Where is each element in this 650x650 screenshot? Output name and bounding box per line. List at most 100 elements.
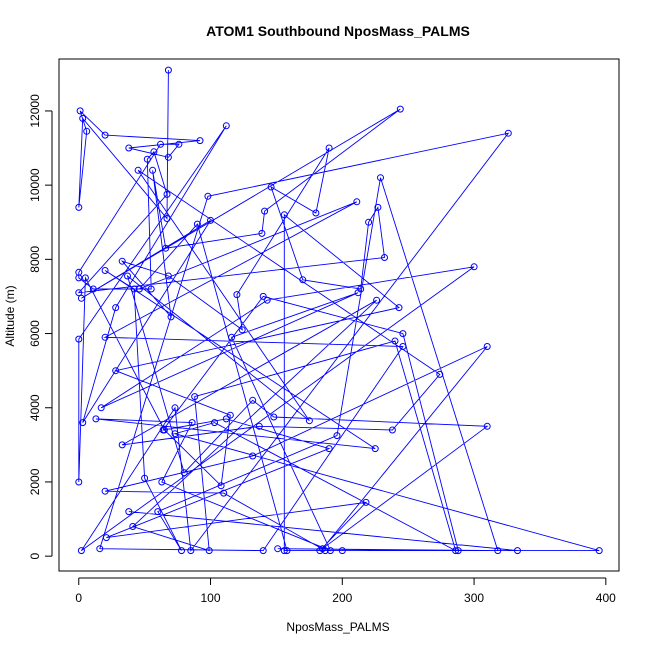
data-point [102,534,110,542]
data-point [494,547,502,555]
data-point [255,422,263,430]
y-tick-label: 4000 [28,394,42,421]
data-point [371,445,379,453]
data-point [149,166,157,174]
data-point [167,313,175,321]
data-point [388,426,396,434]
y-tick-label: 6000 [28,320,42,347]
data-point [193,220,201,228]
data-point [175,140,183,148]
data-point [141,474,149,482]
data-point [101,333,109,341]
data-point [222,122,230,130]
data-point [157,140,164,148]
data-point [396,105,404,113]
data-point [81,274,89,282]
data-point [147,285,155,293]
data-point [362,498,370,506]
data-point [267,183,275,191]
data-point [164,153,172,161]
data-point [112,367,120,375]
data-point [312,209,320,217]
data-point [178,547,185,555]
data-point [75,203,83,211]
data-point [135,285,143,293]
y-tick-label: 8000 [28,246,42,273]
data-point [238,326,246,334]
data-point [325,445,333,453]
chart-title: ATOM1 Southbound NposMass_PALMS [206,23,470,39]
data-point [77,547,85,555]
data-point [283,547,291,555]
data-point [159,426,167,434]
y-tick-label: 10000 [28,168,42,202]
data-point [377,174,384,182]
data-point [504,129,512,137]
data-point [180,469,188,477]
data-point [150,148,158,156]
data-point [299,276,307,284]
x-tick-label: 300 [464,591,484,605]
data-point [436,370,444,378]
data-point [75,335,83,343]
data-point [452,547,460,555]
data-point [129,523,137,530]
data-point [162,244,170,252]
data-point [164,272,172,280]
data-point [207,216,214,224]
data-point [258,229,266,237]
data-point [326,547,334,555]
data-point [118,257,126,265]
data-point [205,547,213,555]
data-point [75,478,83,486]
data-point [118,441,126,449]
data-point [204,192,212,200]
data-point [154,508,162,516]
data-point [353,198,361,206]
data-point [373,296,381,304]
data-point [83,127,91,135]
data-point [222,415,230,423]
data-point [125,144,133,152]
data-point [399,343,407,350]
data-point [263,296,271,304]
data-point [270,413,278,421]
data-point [483,422,491,430]
data-point [79,419,87,427]
data-point [274,545,282,553]
data-point [338,547,346,555]
data-point [261,207,269,215]
data-point [365,218,373,226]
data-point [171,430,179,438]
series-line [77,70,600,552]
data-point [391,337,399,345]
data-point [233,291,241,299]
data-point [399,330,407,338]
plot-frame [58,58,620,572]
data-point [374,203,382,211]
data-point [395,304,403,312]
data-point [228,333,236,341]
y-tick-label: 0 [28,553,42,560]
x-tick-label: 100 [201,591,221,605]
data-point [125,508,133,516]
data-point [75,289,83,297]
data-point [191,393,199,401]
data-point [187,547,195,555]
data-point [305,417,313,425]
data-point [112,304,120,312]
data-point [454,547,462,555]
x-tick-label: 400 [596,591,616,605]
data-point [259,547,267,555]
data-point [325,144,333,152]
data-point [97,404,105,412]
data-point [79,114,87,122]
data-point [321,547,329,555]
data-point [75,274,83,282]
data-point [188,419,196,427]
data-point [226,411,234,419]
y-axis-label: Altitude (m) [3,285,17,346]
x-tick-label: 200 [332,591,352,605]
